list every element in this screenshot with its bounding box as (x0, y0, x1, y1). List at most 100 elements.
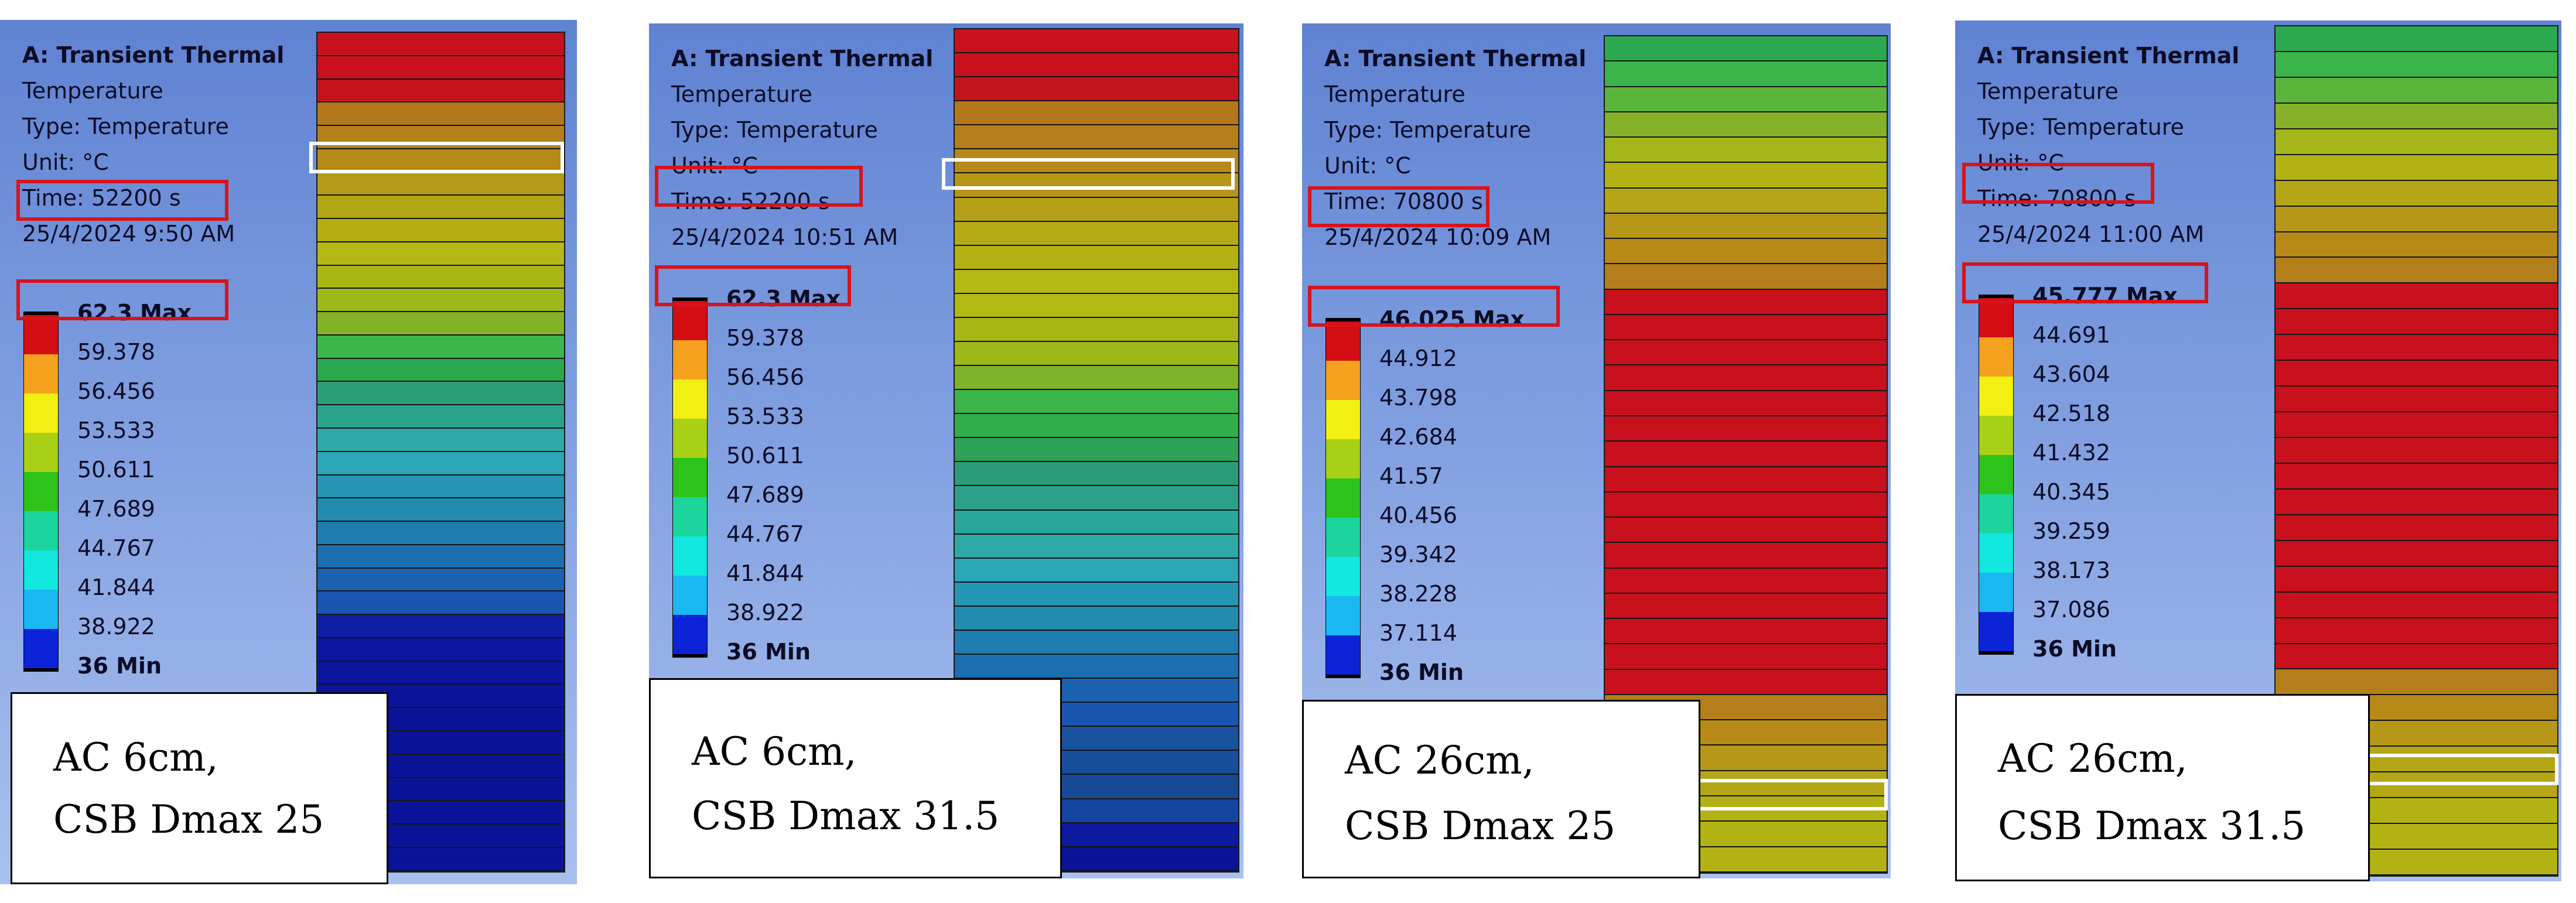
legend-tick-label: 38.228 (1379, 581, 1457, 607)
contour-band (955, 125, 1238, 150)
legend-swatch (1325, 478, 1361, 518)
analysis-title: A: Transient Thermal (22, 42, 285, 68)
contour-band (2276, 335, 2557, 361)
legend-swatch (23, 511, 59, 550)
legend-swatch (1979, 416, 2014, 455)
legend-min-label: 36 Min (726, 639, 811, 665)
legend-swatch (23, 394, 59, 433)
contour-band (317, 335, 564, 359)
contour-band (955, 269, 1238, 294)
result-info: A: Transient Thermal Temperature Type: T… (22, 37, 284, 252)
contour-band (2276, 541, 2557, 567)
legend-swatch (1325, 635, 1361, 675)
contour-band (955, 29, 1238, 54)
legend-bottom-edge (672, 654, 708, 658)
contour-band (2276, 592, 2557, 618)
contour-band (1605, 239, 1887, 265)
legend-tick-label: 37.086 (2032, 597, 2110, 622)
analysis-title: A: Transient Thermal (671, 46, 934, 71)
legend-tick-label: 56.456 (726, 364, 804, 390)
result-type: Type: Temperature (671, 117, 878, 143)
caption-line-2: CSB Dmax 31.5 (1998, 803, 2306, 849)
legend-swatch (23, 433, 59, 472)
legend-swatch (1325, 439, 1361, 478)
legend-tick-label: 41.432 (2032, 440, 2110, 466)
caption-box: AC 6cm, CSB Dmax 25 (11, 692, 388, 884)
contour-band (955, 77, 1238, 102)
contour-band (2276, 129, 2557, 155)
contour-band (955, 101, 1238, 126)
contour-band (955, 245, 1238, 270)
result-datetime: 25/4/2024 11:00 AM (1977, 221, 2205, 247)
caption-line-2: CSB Dmax 31.5 (692, 793, 1000, 839)
caption-line-1: AC 6cm, (53, 735, 218, 780)
contour-band (955, 221, 1238, 246)
legend-swatch (672, 458, 708, 497)
result-datetime: 25/4/2024 10:09 AM (1324, 224, 1552, 250)
legend-tick-label: 44.767 (77, 535, 155, 561)
legend-top-edge (1325, 318, 1361, 321)
contour-band (955, 53, 1238, 78)
legend-tick-label: 41.844 (77, 574, 155, 600)
analysis-title: A: Transient Thermal (1977, 43, 2240, 69)
contour-band (1605, 36, 1887, 62)
legend-swatch (1325, 596, 1361, 635)
temperature-contour (316, 32, 565, 873)
legend-tick-label: 41.57 (1379, 463, 1443, 489)
contour-band (2276, 283, 2557, 310)
contour-band (2276, 669, 2557, 696)
contour-band (317, 545, 564, 569)
contour-band (317, 358, 564, 382)
contour-band (317, 33, 564, 56)
result-time: Time: 70800 s (1324, 189, 1483, 214)
time-highlight (16, 180, 228, 221)
contour-band (2276, 258, 2557, 284)
legend-swatch (672, 340, 708, 379)
legend-tick-label: 38.922 (77, 614, 155, 639)
region-highlight (942, 158, 1235, 190)
contour-band (2276, 155, 2557, 181)
result-type: Type: Temperature (1977, 114, 2184, 140)
contour-band (2276, 412, 2557, 438)
contour-band (955, 390, 1238, 415)
contour-band (317, 405, 564, 429)
contour-band (2276, 52, 2557, 78)
contour-band (317, 638, 564, 662)
result-info: A: Transient Thermal Temperature Type: T… (1324, 41, 1586, 255)
legend-min-label: 36 Min (2032, 636, 2117, 662)
legend-tick-label: 47.689 (726, 482, 804, 508)
legend-swatch (1325, 321, 1361, 361)
result-type: Type: Temperature (22, 114, 229, 139)
contour-band (2276, 361, 2557, 387)
legend-tick-label: 40.345 (2032, 479, 2110, 505)
legend-max-label: 46.025 Max (1379, 306, 1525, 332)
legend-max-label: 62.3 Max (77, 300, 192, 326)
result-panel: A: Transient Thermal Temperature Type: T… (1955, 20, 2561, 881)
caption-line-1: AC 26cm, (1345, 738, 1535, 783)
contour-band (955, 510, 1238, 535)
legend-tick-label: 40.456 (1379, 502, 1457, 528)
max-highlight (16, 279, 228, 320)
contour-band (317, 196, 564, 220)
contour-band (955, 558, 1238, 583)
legend-swatch (1979, 573, 2014, 612)
caption-line-1: AC 6cm, (692, 729, 857, 774)
max-highlight (1308, 286, 1560, 327)
caption-box: AC 26cm, CSB Dmax 31.5 (1955, 694, 2370, 881)
contour-band (317, 102, 564, 126)
time-highlight (655, 166, 863, 207)
contour-band (1605, 593, 1887, 620)
legend-swatch (1325, 557, 1361, 596)
contour-band (1605, 213, 1887, 240)
contour-band (317, 591, 564, 615)
result-info: A: Transient Thermal Temperature Type: T… (1977, 38, 2239, 252)
legend-min-label: 36 Min (1379, 659, 1464, 685)
legend-swatch (672, 419, 708, 458)
legend-swatch (1979, 377, 2014, 416)
contour-band (317, 498, 564, 522)
contour-band (317, 265, 564, 289)
contour-band (1605, 163, 1887, 189)
legend-bottom-edge (23, 668, 59, 672)
contour-band (2276, 206, 2557, 232)
legend-bottom-edge (1979, 651, 2014, 655)
